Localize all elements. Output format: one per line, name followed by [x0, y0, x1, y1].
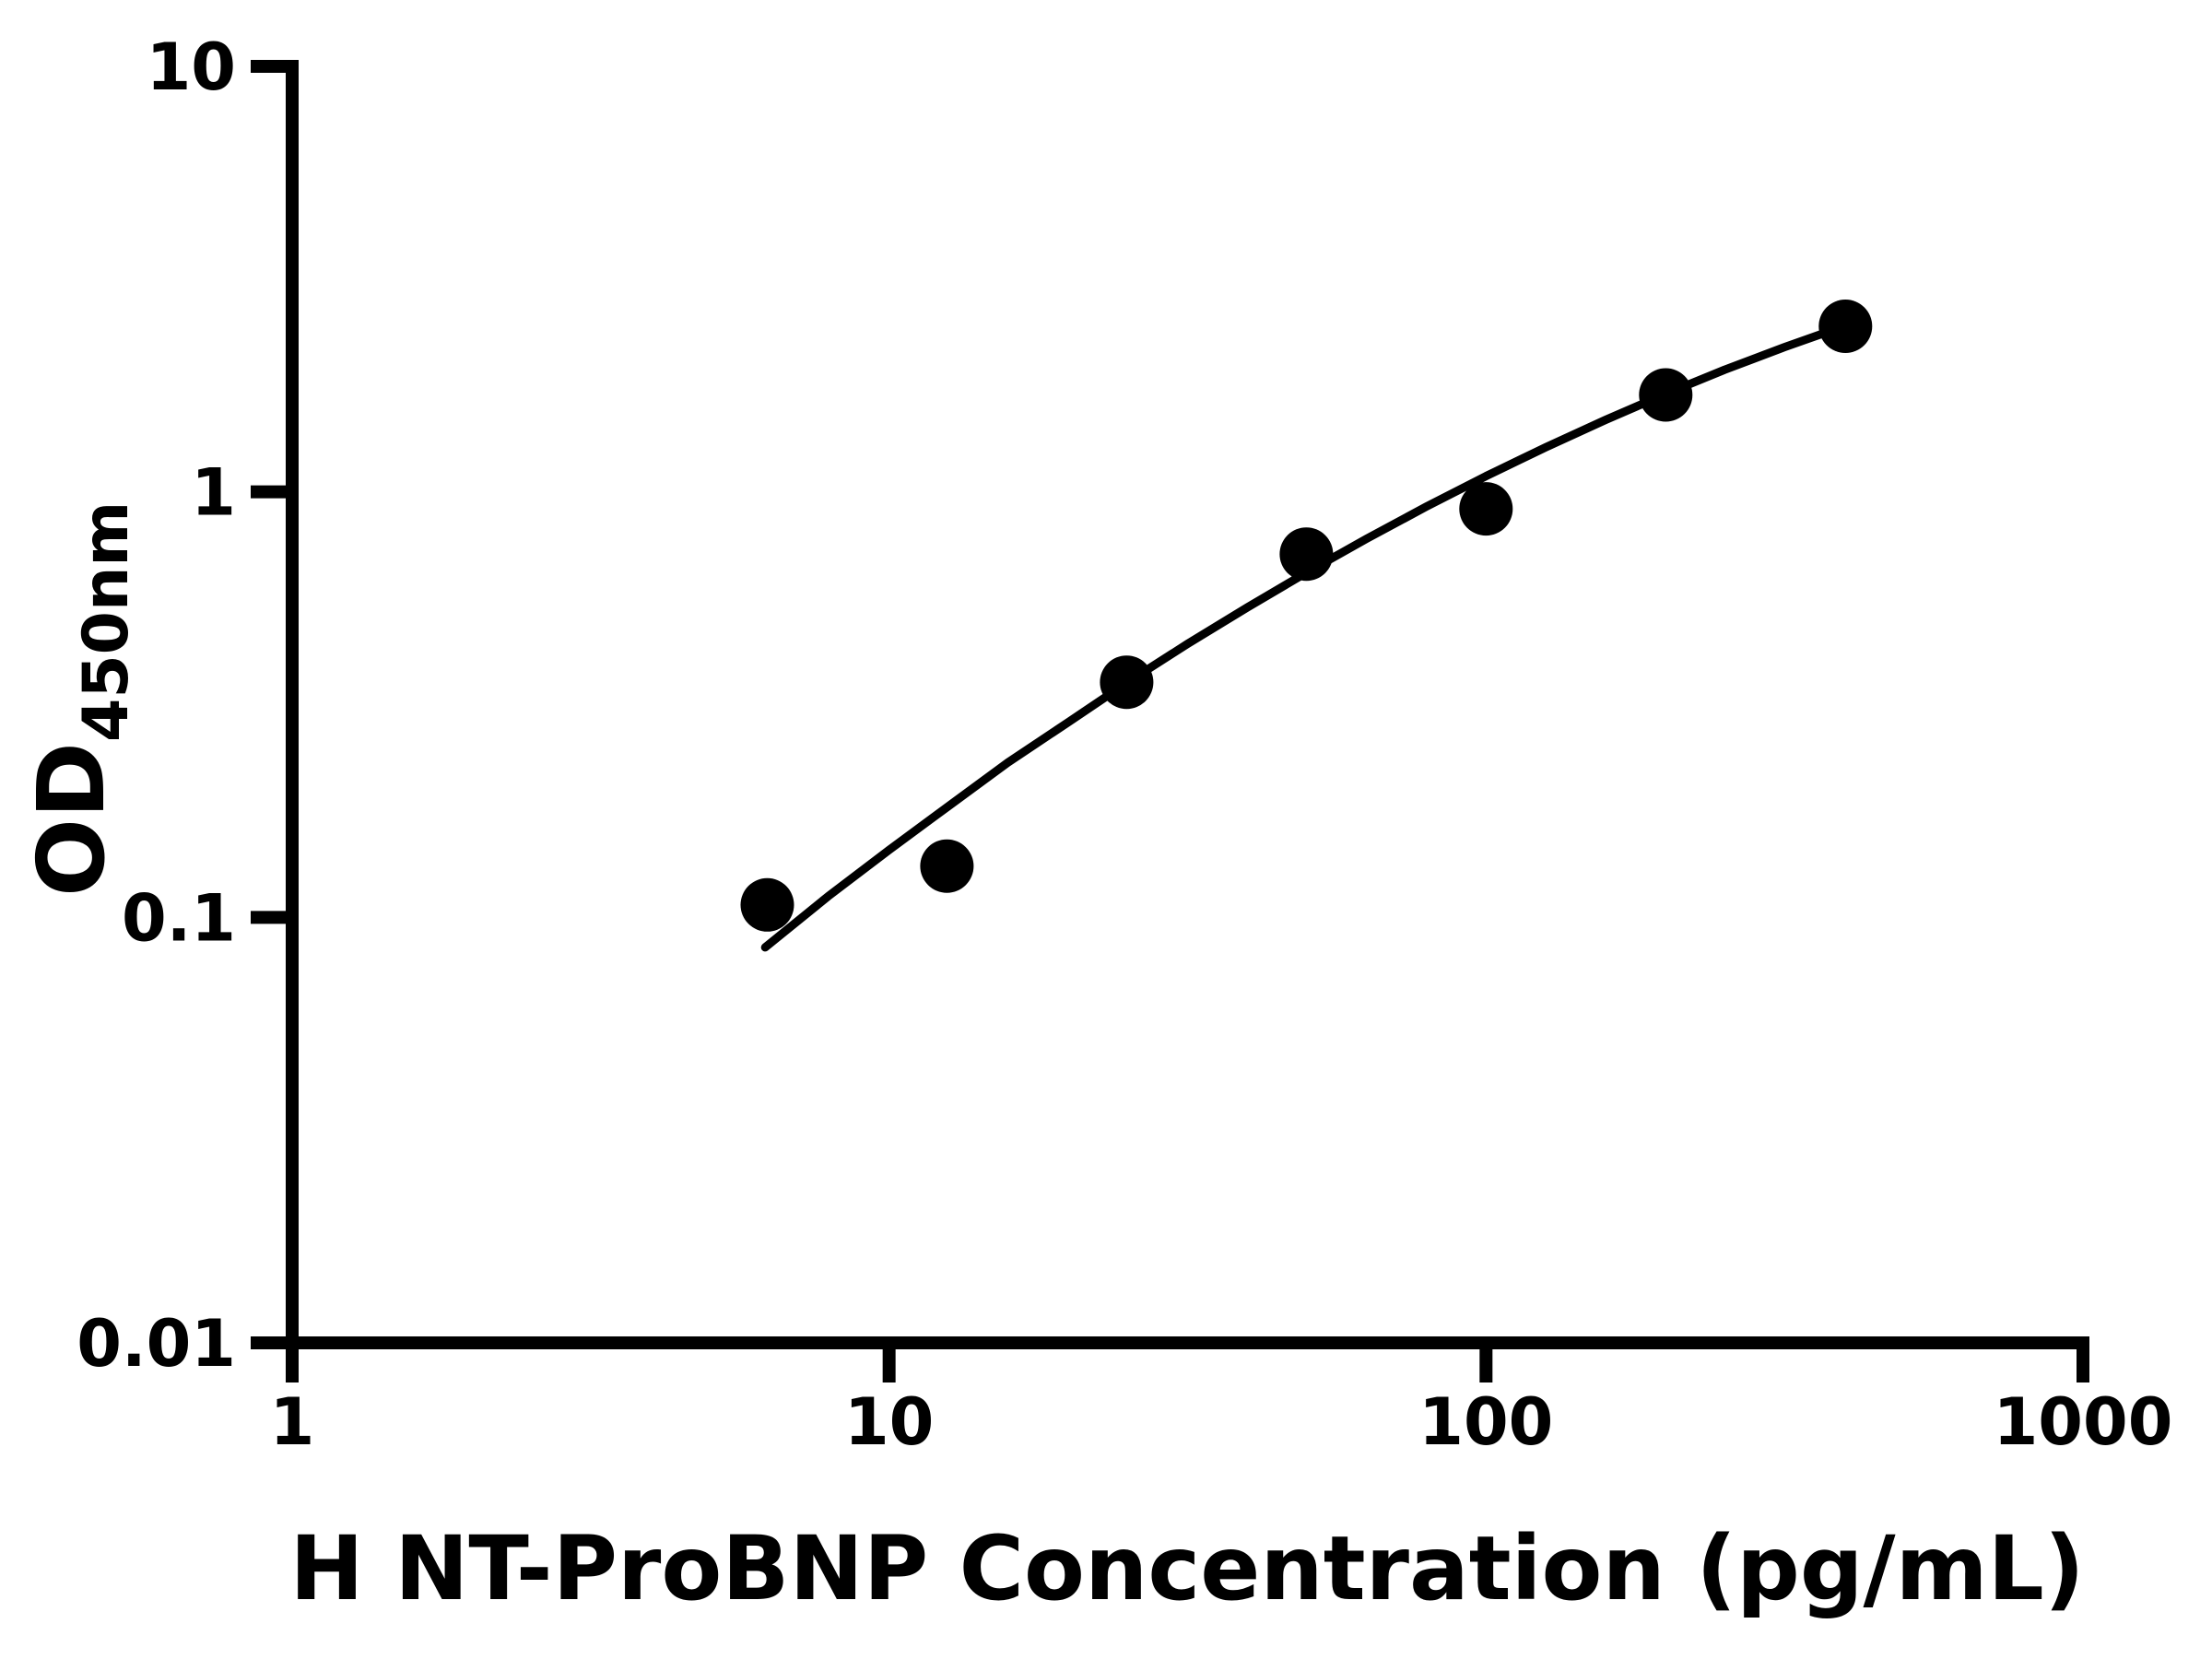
x-tick-label: 1 [270, 1384, 315, 1460]
y-axis-title: OD450nm [18, 501, 143, 897]
fit-curve-line [760, 321, 1850, 952]
y-axis-ticks: 0.01 0.1 1 10 [76, 29, 292, 1382]
y-tick-label: 0.1 [122, 880, 236, 956]
y-axis-title-subscript: 450nm [70, 501, 143, 742]
y-tick-label: 0.01 [76, 1306, 236, 1382]
x-axis-ticks: 1 10 100 1000 [270, 1343, 2173, 1460]
y-axis-title-main: OD [18, 742, 125, 897]
y-tick-label: 1 [191, 455, 236, 531]
x-axis-title: H NT-ProBNP Concentration (pg/mL) [289, 1517, 2084, 1620]
data-point [920, 839, 974, 893]
data-series [740, 300, 1873, 952]
data-point [740, 877, 794, 932]
x-tick-label: 1000 [1994, 1384, 2173, 1460]
x-tick-label: 100 [1418, 1384, 1553, 1460]
x-tick-label: 10 [844, 1384, 934, 1460]
axes [286, 60, 2089, 1349]
data-point [1459, 482, 1513, 536]
y-tick-label: 10 [147, 29, 236, 105]
